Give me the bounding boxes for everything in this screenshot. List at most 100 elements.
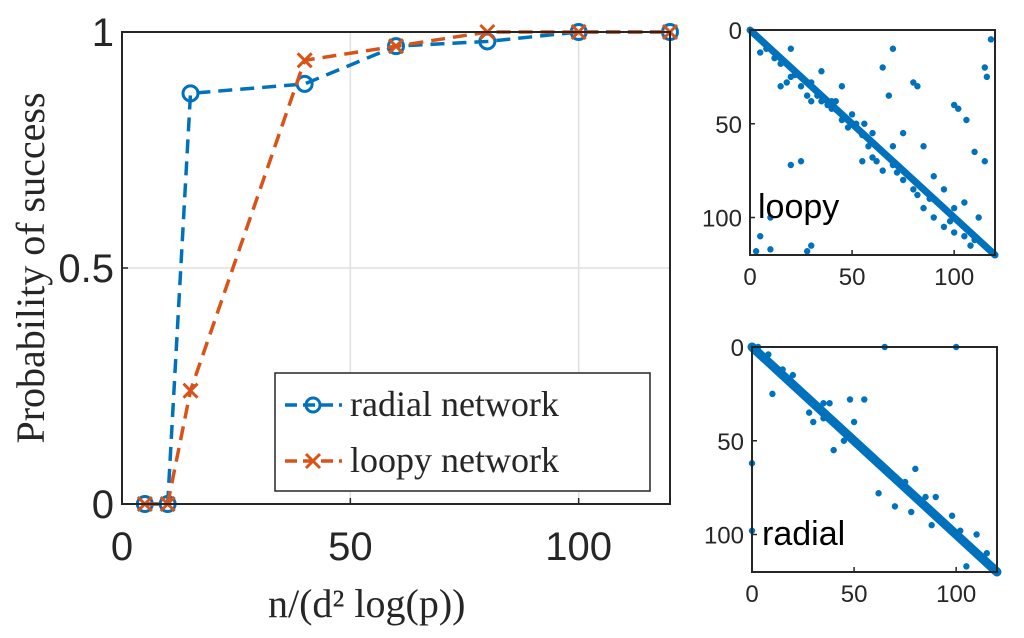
loopy-spy-axes-box: [749, 29, 996, 256]
loopy-nonzero-point: [963, 116, 970, 124]
loopy-nonzero-point: [930, 214, 937, 221]
radial-nonzero-point: [875, 490, 882, 497]
loopy-nonzero-point: [926, 195, 933, 202]
main-x-tick-label: 0: [111, 525, 133, 569]
loopy-nonzero-point: [930, 173, 937, 180]
radial-nonzero-point: [922, 493, 929, 501]
loopy-nonzero-point: [828, 98, 835, 105]
loopy-nonzero-point: [767, 214, 774, 221]
loopy-spy-marks: [746, 26, 999, 259]
radial-nonzero-point: [932, 493, 939, 501]
radial-nonzero-point: [785, 377, 792, 384]
loopy-y-tick-label: 100: [702, 206, 742, 233]
loopy-nonzero-point: [975, 214, 982, 221]
loopy-nonzero-point: [910, 79, 917, 86]
main-tick-labels: 0 50 100 0 0.5 1: [58, 11, 612, 569]
loopy-nonzero-point: [797, 158, 805, 165]
loopy-nonzero-point: [838, 83, 846, 90]
loopy-nonzero-point: [869, 154, 876, 161]
loopy-nonzero-point: [889, 161, 897, 169]
radial-x-tick-label: 50: [841, 581, 868, 608]
loopy-spy-plot: 0 50 100 0 50 100 loopy: [702, 18, 999, 291]
loopy-nonzero-point: [818, 68, 825, 75]
loopy-nonzero-point: [777, 83, 784, 90]
loopy-data-point: [182, 382, 199, 399]
legend-entry-radial: radial network: [285, 384, 559, 424]
radial-nonzero-point: [983, 550, 990, 557]
radial-nonzero-point: [928, 521, 935, 529]
loopy-nonzero-point: [899, 129, 907, 137]
radial-nonzero-point: [765, 351, 772, 358]
main-x-tick-label: 100: [545, 525, 612, 569]
loopy-nonzero-point: [971, 148, 978, 156]
main-x-axis-label: n/(d² log(p)): [268, 581, 466, 626]
loopy-nonzero-point: [848, 111, 856, 118]
radial-y-tick-label: 50: [717, 429, 744, 456]
radial-spy-marks: [747, 342, 1002, 577]
legend-box: [274, 372, 651, 492]
loopy-data-point: [296, 52, 313, 69]
radial-nonzero-point: [901, 478, 909, 486]
loopy-nonzero-point: [950, 204, 958, 212]
radial-y-tick-label: 0: [731, 335, 744, 362]
loopy-nonzero-point: [803, 248, 811, 255]
loopy-nonzero-point: [787, 73, 795, 81]
loopy-nonzero-point: [879, 167, 886, 174]
main-y-axis-label: Probability of success: [8, 92, 53, 443]
radial-nonzero-point: [948, 512, 956, 519]
loopy-nonzero-point: [767, 246, 774, 253]
loopy-nonzero-point: [818, 98, 825, 105]
loopy-nonzero-point: [861, 120, 868, 127]
main-y-tick-label: 0.5: [58, 247, 114, 291]
radial-nonzero-point: [820, 415, 827, 422]
loopy-nonzero-point: [971, 236, 978, 244]
loopy-nonzero-point: [914, 83, 921, 90]
loopy-nonzero-point: [920, 143, 927, 150]
loopy-nonzero-point: [961, 199, 968, 206]
radial-nonzero-point: [805, 409, 813, 416]
legend-loopy-label: loopy network: [350, 440, 559, 480]
loopy-nonzero-point: [889, 45, 897, 52]
loopy-nonzero-point: [869, 129, 876, 137]
loopy-nonzero-point: [757, 233, 764, 240]
loopy-x-tick-label: 100: [934, 264, 974, 291]
main-y-tick-label: 1: [92, 11, 114, 55]
loopy-nonzero-point: [981, 64, 988, 71]
loopy-nonzero-point: [838, 116, 846, 124]
loopy-nonzero-point: [955, 105, 962, 112]
radial-nonzero-point: [891, 503, 899, 510]
radial-nonzero-point: [850, 418, 858, 426]
loopy-nonzero-point: [824, 101, 831, 109]
loopy-nonzero-point: [910, 186, 917, 193]
loopy-y-tick-label: 0: [729, 18, 742, 45]
loopy-x-tick-label: 0: [743, 264, 756, 291]
loopy-nonzero-point: [859, 131, 866, 139]
loopy-nonzero-point: [893, 169, 901, 176]
radial-diagonal-band: [747, 342, 1002, 577]
loopy-nonzero-point: [981, 158, 988, 165]
radial-nonzero-point: [957, 527, 964, 534]
loopy-nonzero-point: [940, 186, 948, 193]
radial-nonzero-point: [912, 465, 919, 473]
loopy-nonzero-point: [852, 120, 860, 127]
main-y-tick-label: 0: [92, 483, 114, 527]
loopy-nonzero-point: [967, 242, 974, 249]
radial-y-tick-label: 100: [704, 523, 744, 550]
loopy-nonzero-point: [873, 158, 880, 165]
radial-nonzero-point: [789, 371, 797, 379]
loopy-nonzero-point: [757, 49, 764, 56]
main-chart: 0 50 100 0 0.5 1 n/(d² log(p)) Probability of…: [8, 11, 679, 626]
legend-entry-loopy: loopy network: [285, 440, 559, 480]
loopy-nonzero-point: [889, 143, 897, 150]
radial-nonzero-point: [810, 418, 817, 426]
loopy-nonzero-point: [940, 223, 948, 231]
radial-nonzero-point: [769, 390, 776, 398]
loopy-nonzero-point: [803, 92, 811, 99]
loopy-x-tick-label: 50: [839, 264, 866, 291]
radial-spy-axes-box: [751, 346, 998, 573]
loopy-nonzero-point: [814, 92, 821, 99]
radial-spy-tick-labels: 0 50 100 0 50 100: [704, 335, 976, 608]
radial-nonzero-point: [846, 396, 854, 403]
loopy-nonzero-point: [950, 229, 958, 236]
